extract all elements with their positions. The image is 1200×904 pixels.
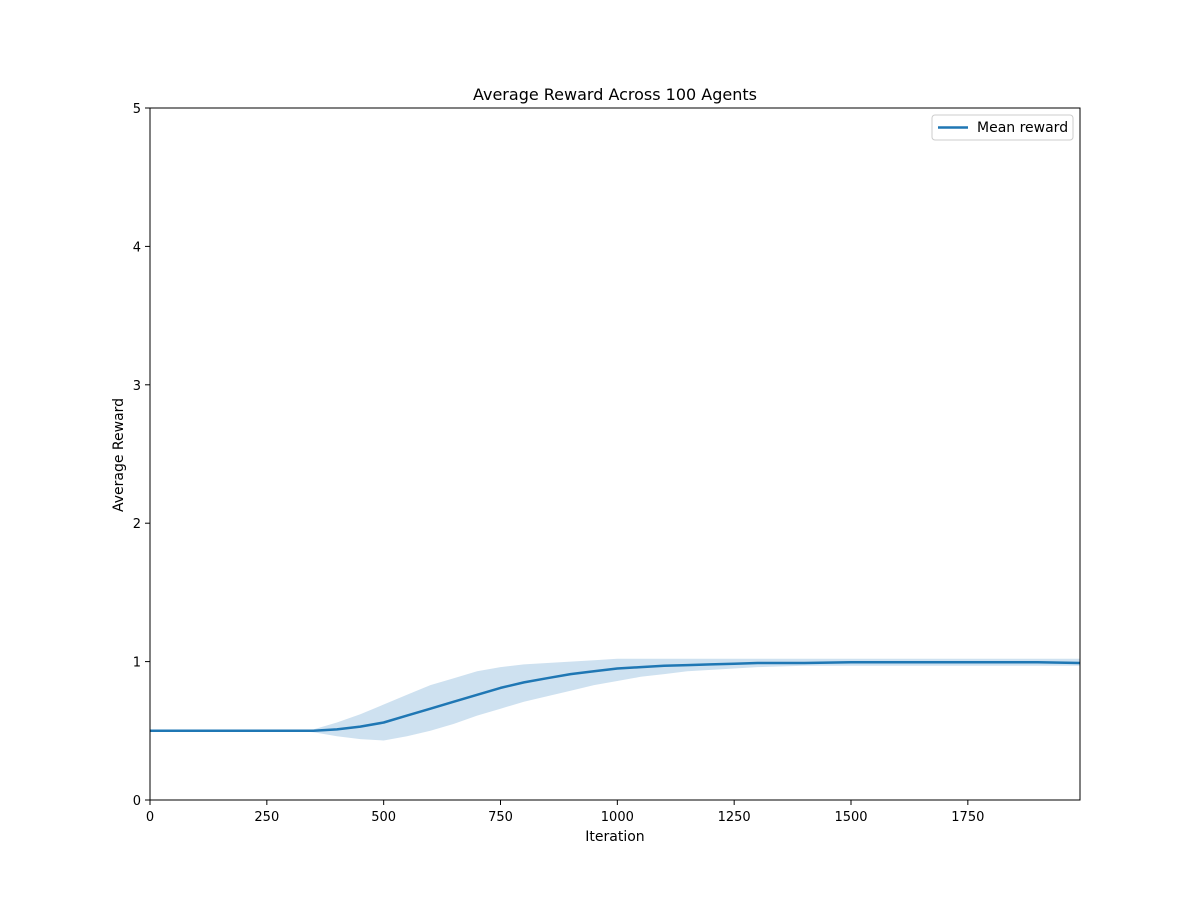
legend-label-mean-reward: Mean reward	[977, 120, 1068, 136]
y-tick-label: 5	[133, 102, 141, 117]
y-tick-label: 3	[133, 379, 141, 394]
x-tick-label: 250	[254, 810, 279, 825]
x-axis-label: Iteration	[585, 829, 644, 845]
plot-area	[149, 107, 1081, 801]
x-tick-label: 750	[488, 810, 513, 825]
x-tick-label: 1250	[718, 810, 751, 825]
x-tick-label: 0	[146, 810, 154, 825]
x-tick-label: 1000	[601, 810, 634, 825]
x-tick-label: 1750	[951, 810, 984, 825]
x-tick-label: 1500	[834, 810, 867, 825]
y-tick-label: 1	[133, 656, 141, 671]
y-tick-label: 2	[133, 517, 141, 532]
mean-reward-band	[150, 658, 1080, 741]
x-tick-label: 500	[371, 810, 396, 825]
mean-reward-line	[150, 661, 1081, 733]
y-axis-label: Average Reward	[111, 398, 127, 512]
x-axis: 0 250 500 750 1000 1250 1500 1750	[146, 800, 984, 825]
y-axis: 0 1 2 3 4 5	[133, 102, 150, 809]
chart-title: Average Reward Across 100 Agents	[473, 85, 757, 104]
plot-frame	[149, 107, 1081, 801]
y-tick-label: 0	[133, 794, 141, 809]
legend-box	[931, 114, 1074, 141]
legend: Mean reward	[931, 114, 1074, 141]
y-tick-label: 4	[133, 240, 141, 255]
